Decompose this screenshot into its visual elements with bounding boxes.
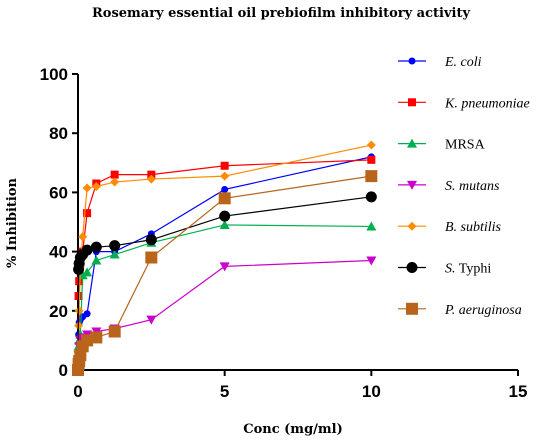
legend-label: B. subtilis [445,220,502,235]
legend-label: E. coli [444,55,482,70]
data-point [221,185,229,193]
legend-item-0: E. coli [398,55,482,70]
data-point [78,232,88,242]
legend-item-3: S. mutans [398,179,500,194]
y-tick-label: 100 [40,65,68,84]
axes: 0 20 40 60 80 100 0 5 10 15 [40,65,528,401]
legend-item-5: S. Typhi [398,262,491,277]
legend-label-part: MRSA [445,138,486,153]
legend-label: P. aeruginosa [444,303,522,318]
legend-label-part: S. [445,262,456,277]
x-tick-label: 10 [362,382,381,401]
data-point [75,277,84,286]
data-point [81,244,93,256]
data-point [74,306,84,316]
data-point [365,170,378,183]
series-5 [72,191,377,376]
x-tick-label: 15 [509,382,528,401]
x-tick-label: 0 [73,382,82,401]
legend: E. coli K. pneumoniae MRSA S. mutans B. subt… [398,55,530,318]
series-3 [73,256,377,375]
y-axis-label: % Inhibition [5,178,20,268]
legend-item-2: MRSA [398,138,486,153]
data-point [146,174,156,184]
data-point [83,310,91,318]
data-point [110,170,119,179]
data-point [90,331,103,344]
data-point [110,177,120,187]
series-line [77,175,372,371]
data-point [218,192,231,205]
legend-marker [408,98,416,107]
data-point [366,140,376,150]
x-axis-label: Conc (mg/ml) [243,422,343,437]
data-point [91,255,102,265]
legend-label-part: E. coli [444,55,482,70]
data-point [82,267,93,277]
data-point [145,234,157,246]
data-point [365,191,377,203]
legend-marker [408,57,416,65]
legend-label-part: B. subtilis [445,220,502,235]
data-point [146,315,157,325]
legend-label-part: K. pneumoniae [444,96,530,111]
legend-label: MRSA [445,138,486,153]
data-point [219,210,231,222]
legend-label-part: S. mutans [445,179,500,194]
data-point [83,209,92,218]
data-point [219,219,230,229]
legend-marker [407,138,417,148]
data-point [219,262,230,272]
legend-marker [407,221,417,231]
y-tick-label: 60 [49,183,68,202]
data-point [145,251,158,264]
legend-label: S. mutans [445,179,500,194]
data-point [109,249,120,259]
legend-item-4: B. subtilis [398,220,502,235]
data-point [91,181,101,191]
legend-label: K. pneumoniae [444,96,530,111]
series-line [77,224,372,371]
data-point [81,334,94,347]
data-point [108,325,121,338]
data-point [220,171,230,181]
series-line [77,259,372,371]
data-point [366,221,377,231]
y-tick-label: 0 [59,361,68,380]
y-tick-label: 20 [49,302,68,321]
plot-area [72,140,378,376]
data-point [82,183,92,193]
data-point [220,161,229,170]
legend-label-part: Typhi [456,262,492,277]
data-point [367,155,376,164]
legend-label: S. Typhi [445,262,491,277]
y-tick-label: 80 [49,124,68,143]
data-point [90,241,102,253]
y-tick-label: 40 [49,243,68,262]
legend-label-part: P. aeruginosa [444,303,522,318]
legend-item-1: K. pneumoniae [398,96,530,111]
data-point [109,240,121,252]
data-point [366,256,377,266]
legend-marker [406,302,418,315]
legend-marker [407,180,417,190]
x-tick-label: 5 [220,382,229,401]
legend-item-6: P. aeruginosa [398,302,522,318]
chart-title: Rosemary essential oil prebiofilm inhibi… [92,6,470,21]
legend-marker [406,262,418,273]
series-6 [72,170,378,376]
